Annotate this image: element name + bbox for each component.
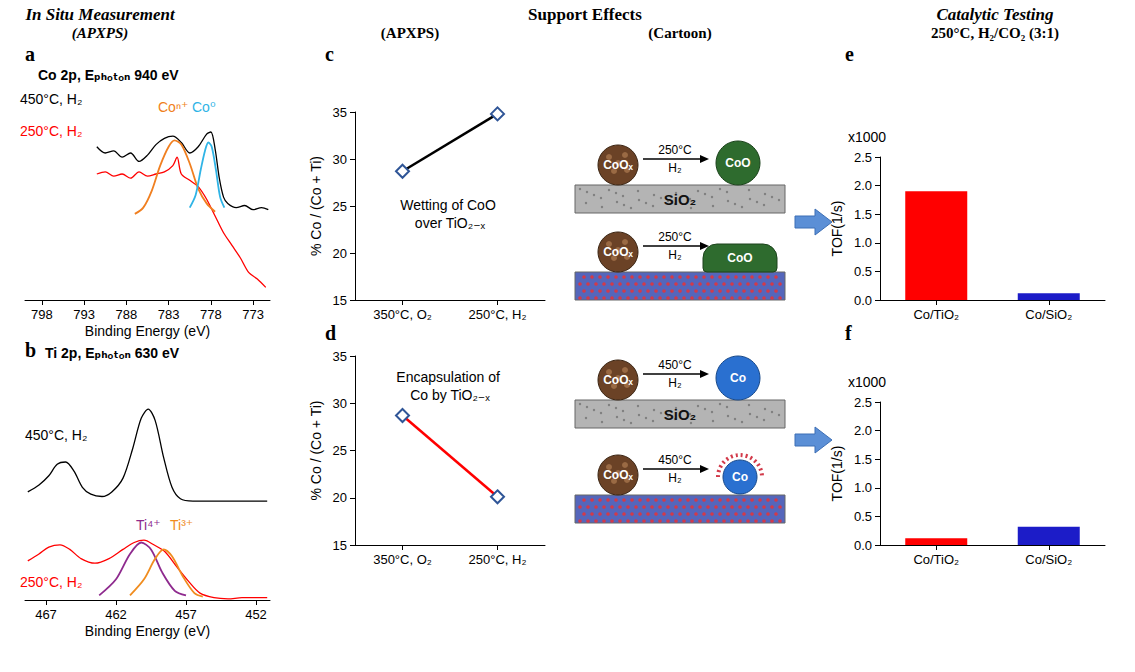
svg-text:Co/SiO₂: Co/SiO₂ bbox=[1025, 307, 1072, 322]
svg-text:Ti³⁺: Ti³⁺ bbox=[170, 517, 193, 533]
svg-text:20: 20 bbox=[333, 490, 347, 505]
svg-text:15: 15 bbox=[333, 538, 347, 553]
svg-text:Co/SiO₂: Co/SiO₂ bbox=[1025, 552, 1072, 567]
svg-text:2.5: 2.5 bbox=[854, 150, 872, 165]
svg-text:x1000: x1000 bbox=[848, 374, 886, 390]
svg-text:35: 35 bbox=[333, 349, 347, 364]
svg-text:467: 467 bbox=[35, 607, 57, 622]
svg-text:0.5: 0.5 bbox=[854, 509, 872, 524]
svg-text:H₂: H₂ bbox=[668, 161, 682, 175]
svg-text:b: b bbox=[25, 339, 36, 361]
svg-text:CoOₓ: CoOₓ bbox=[603, 245, 633, 259]
svg-text:SiO₂: SiO₂ bbox=[664, 191, 697, 208]
svg-text:350°C, O₂: 350°C, O₂ bbox=[373, 307, 432, 322]
svg-text:2.0: 2.0 bbox=[854, 423, 872, 438]
svg-text:Ti 2p, Eₚₕₒₜₒₙ 630 eV: Ti 2p, Eₚₕₒₜₒₙ 630 eV bbox=[45, 345, 180, 361]
svg-text:TOF(1/s): TOF(1/s) bbox=[829, 201, 845, 257]
svg-text:35: 35 bbox=[333, 105, 347, 120]
svg-text:Binding Energy (eV): Binding Energy (eV) bbox=[85, 323, 210, 339]
svg-text:Coⁿ⁺: Coⁿ⁺ bbox=[158, 99, 188, 115]
svg-text:Binding Energy (eV): Binding Energy (eV) bbox=[85, 623, 210, 639]
svg-text:f: f bbox=[845, 322, 852, 344]
svg-text:773: 773 bbox=[242, 307, 264, 322]
svg-text:H₂: H₂ bbox=[668, 471, 682, 485]
svg-text:450°C, H₂: 450°C, H₂ bbox=[20, 91, 82, 107]
svg-text:20: 20 bbox=[333, 246, 347, 261]
svg-text:250°C, H₂: 250°C, H₂ bbox=[469, 552, 527, 567]
svg-text:a: a bbox=[25, 43, 35, 65]
svg-text:250°C, H₂/CO₂ (3:1): 250°C, H₂/CO₂ (3:1) bbox=[931, 25, 1059, 42]
svg-text:Encapsulation of: Encapsulation of bbox=[396, 369, 503, 385]
svg-text:TOF(1/s): TOF(1/s) bbox=[829, 446, 845, 502]
svg-text:Wetting of CoO: Wetting of CoO bbox=[400, 197, 499, 213]
svg-text:250°C, H₂: 250°C, H₂ bbox=[20, 123, 82, 139]
svg-text:2.5: 2.5 bbox=[854, 395, 872, 410]
svg-text:Co by TiO₂₋ₓ: Co by TiO₂₋ₓ bbox=[410, 387, 490, 403]
svg-text:Co: Co bbox=[730, 371, 746, 385]
svg-text:H₂: H₂ bbox=[668, 248, 682, 262]
svg-text:over TiO₂₋ₓ: over TiO₂₋ₓ bbox=[415, 215, 486, 231]
svg-text:450°C, H₂: 450°C, H₂ bbox=[25, 427, 87, 443]
svg-text:250°C: 250°C bbox=[658, 143, 692, 157]
svg-text:15: 15 bbox=[333, 293, 347, 308]
svg-text:c: c bbox=[325, 43, 334, 65]
svg-text:250°C, H₂: 250°C, H₂ bbox=[469, 307, 527, 322]
svg-text:SiO₂: SiO₂ bbox=[664, 406, 697, 423]
svg-text:In Situ Measurement: In Situ Measurement bbox=[24, 5, 176, 24]
svg-text:CoOₓ: CoOₓ bbox=[603, 158, 633, 172]
svg-text:30: 30 bbox=[333, 152, 347, 167]
svg-text:457: 457 bbox=[175, 607, 197, 622]
svg-text:25: 25 bbox=[333, 199, 347, 214]
svg-text:H₂: H₂ bbox=[668, 376, 682, 390]
svg-text:Co 2p, Eₚₕₒₜₒₙ 940 eV: Co 2p, Eₚₕₒₜₒₙ 940 eV bbox=[38, 67, 179, 83]
svg-text:CoO: CoO bbox=[727, 251, 752, 265]
svg-text:788: 788 bbox=[116, 307, 138, 322]
svg-text:x1000: x1000 bbox=[848, 129, 886, 145]
svg-text:25: 25 bbox=[333, 443, 347, 458]
svg-text:CoO: CoO bbox=[725, 156, 750, 170]
svg-text:0.0: 0.0 bbox=[854, 293, 872, 308]
svg-text:250°C: 250°C bbox=[658, 230, 692, 244]
svg-text:% Co / (Co + Ti): % Co / (Co + Ti) bbox=[308, 401, 324, 501]
svg-text:0.0: 0.0 bbox=[854, 538, 872, 553]
svg-text:793: 793 bbox=[73, 307, 95, 322]
svg-text:Co⁰: Co⁰ bbox=[192, 99, 216, 115]
svg-text:452: 452 bbox=[245, 607, 267, 622]
svg-text:Co/TiO₂: Co/TiO₂ bbox=[913, 307, 959, 322]
svg-text:(Cartoon): (Cartoon) bbox=[648, 25, 711, 42]
svg-text:% Co / (Co + Ti): % Co / (Co + Ti) bbox=[308, 156, 324, 256]
svg-text:462: 462 bbox=[105, 607, 127, 622]
svg-text:1.5: 1.5 bbox=[854, 452, 872, 467]
svg-text:d: d bbox=[325, 322, 336, 344]
svg-text:Co: Co bbox=[732, 470, 748, 484]
svg-text:0.5: 0.5 bbox=[854, 264, 872, 279]
svg-text:CoOₓ: CoOₓ bbox=[603, 373, 633, 387]
svg-text:Ti⁴⁺: Ti⁴⁺ bbox=[136, 517, 161, 533]
svg-text:Catalytic Testing: Catalytic Testing bbox=[937, 5, 1054, 24]
svg-text:e: e bbox=[845, 43, 854, 65]
svg-text:450°C: 450°C bbox=[658, 453, 692, 467]
svg-text:30: 30 bbox=[333, 396, 347, 411]
svg-text:Support Effects: Support Effects bbox=[528, 5, 642, 24]
svg-text:1.0: 1.0 bbox=[854, 480, 872, 495]
svg-text:798: 798 bbox=[31, 307, 53, 322]
svg-text:1.5: 1.5 bbox=[854, 207, 872, 222]
svg-text:778: 778 bbox=[200, 307, 222, 322]
svg-text:250°C, H₂: 250°C, H₂ bbox=[20, 574, 82, 590]
svg-text:783: 783 bbox=[158, 307, 180, 322]
svg-text:(APXPS): (APXPS) bbox=[72, 25, 129, 42]
svg-text:CoOₓ: CoOₓ bbox=[603, 468, 633, 482]
svg-text:1.0: 1.0 bbox=[854, 235, 872, 250]
svg-text:2.0: 2.0 bbox=[854, 178, 872, 193]
svg-text:(APXPS): (APXPS) bbox=[381, 25, 439, 42]
svg-text:350°C, O₂: 350°C, O₂ bbox=[373, 552, 432, 567]
svg-text:450°C: 450°C bbox=[658, 358, 692, 372]
svg-text:Co/TiO₂: Co/TiO₂ bbox=[913, 552, 959, 567]
